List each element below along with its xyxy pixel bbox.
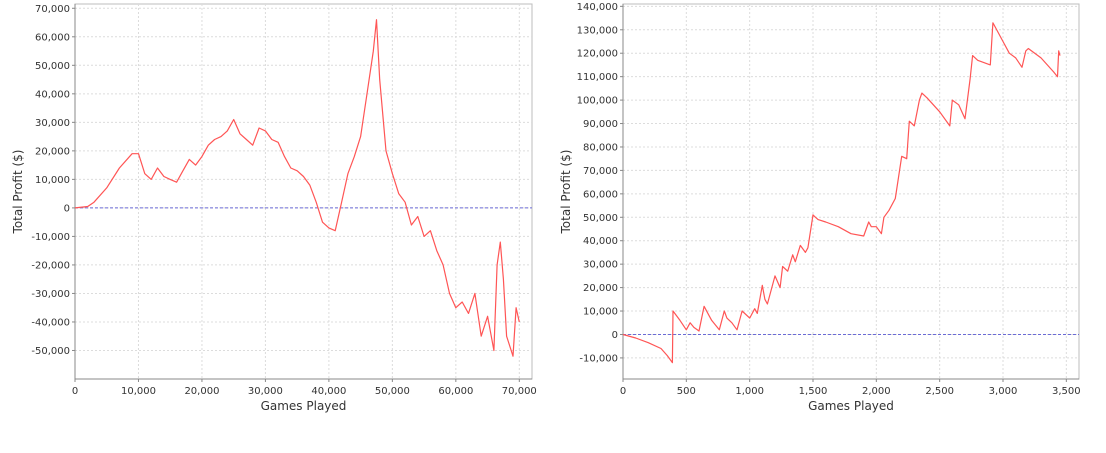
x-tick-label: 500: [677, 386, 696, 397]
y-tick-label: -30,000: [31, 289, 70, 300]
x-tick-label: 30,000: [248, 386, 283, 397]
y-tick-label: 100,000: [577, 96, 618, 107]
y-tick-label: 10,000: [583, 307, 618, 318]
y-tick-label: 40,000: [35, 89, 70, 100]
y-tick-label: 80,000: [583, 142, 618, 153]
y-tick-label: 30,000: [583, 260, 618, 271]
y-tick-label: 0: [64, 203, 70, 214]
y-tick-label: 130,000: [577, 25, 618, 36]
y-tick-label: 60,000: [583, 189, 618, 200]
x-tick-label: 20,000: [184, 386, 219, 397]
x-axis-label: Games Played: [808, 399, 894, 413]
y-axis-label: Total Profit ($): [11, 150, 25, 235]
y-tick-label: 70,000: [583, 166, 618, 177]
chart-1: 70,000 60,000 50,000 40,000 30,000 20,000 10,0…: [11, 3, 537, 413]
x-tick-label: 50,000: [375, 386, 410, 397]
chart-2: 140,000 130,000 120,000 110,000 100,000 90,00…: [559, 2, 1081, 413]
x-tick-label: 60,000: [438, 386, 473, 397]
y-tick-label: 40,000: [583, 236, 618, 247]
y-tick-label: -50,000: [31, 346, 70, 357]
plot-area: [74, 3, 533, 380]
profit-series-line: [622, 22, 1061, 364]
y-tick-label: 10,000: [35, 175, 70, 186]
y-tick-label: 50,000: [583, 213, 618, 224]
y-tick-label: 110,000: [577, 72, 618, 83]
x-tick-label: 2,000: [862, 386, 891, 397]
plot-area: [622, 3, 1080, 380]
y-tick-label: 60,000: [35, 32, 70, 43]
x-tick-label: 3,000: [989, 386, 1018, 397]
x-tick-label: 3,500: [1052, 386, 1081, 397]
x-tick-label: 0: [72, 386, 78, 397]
y-tick-label: 50,000: [35, 61, 70, 72]
x-tick-label: 40,000: [311, 386, 346, 397]
y-tick-label: 90,000: [583, 119, 618, 130]
x-axis-label: Games Played: [261, 399, 347, 413]
x-tick-label: 1,000: [735, 386, 764, 397]
x-tick-label: 1,500: [799, 386, 828, 397]
y-tick-label: -10,000: [31, 232, 70, 243]
y-tick-label: 0: [612, 330, 618, 341]
x-tick-label: 2,500: [925, 386, 954, 397]
profit-series-line: [74, 19, 520, 357]
y-tick-label: -40,000: [31, 317, 70, 328]
y-tick-label: 30,000: [35, 118, 70, 129]
y-tick-label: -10,000: [579, 353, 618, 364]
x-tick-label: 70,000: [502, 386, 537, 397]
y-tick-label: 20,000: [35, 146, 70, 157]
y-axis-label: Total Profit ($): [559, 150, 573, 235]
y-tick-label: -20,000: [31, 260, 70, 271]
y-tick-label: 70,000: [35, 4, 70, 15]
y-tick-label: 140,000: [577, 2, 618, 13]
x-tick-label: 0: [620, 386, 626, 397]
x-tick-label: 10,000: [121, 386, 156, 397]
y-tick-label: 120,000: [577, 49, 618, 60]
y-tick-label: 20,000: [583, 283, 618, 294]
